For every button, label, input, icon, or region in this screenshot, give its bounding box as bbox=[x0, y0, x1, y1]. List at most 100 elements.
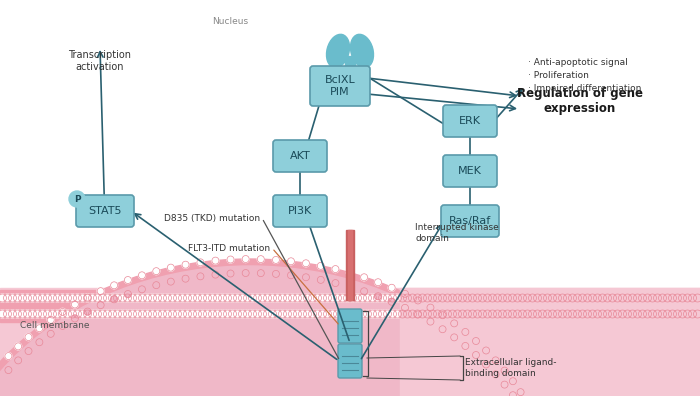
Circle shape bbox=[433, 310, 442, 318]
Circle shape bbox=[678, 294, 687, 302]
FancyBboxPatch shape bbox=[441, 205, 499, 237]
Circle shape bbox=[309, 294, 316, 302]
Circle shape bbox=[214, 310, 221, 318]
Bar bbox=[345, 56, 355, 86]
Circle shape bbox=[129, 310, 137, 318]
Circle shape bbox=[454, 294, 461, 302]
Circle shape bbox=[603, 310, 612, 318]
Circle shape bbox=[484, 294, 491, 302]
Circle shape bbox=[449, 310, 456, 318]
Circle shape bbox=[123, 294, 132, 302]
Bar bbox=[0, 288, 700, 396]
Circle shape bbox=[59, 294, 66, 302]
Circle shape bbox=[689, 294, 696, 302]
Circle shape bbox=[59, 322, 66, 329]
Circle shape bbox=[204, 310, 211, 318]
Bar bbox=[0, 290, 700, 322]
Circle shape bbox=[510, 392, 517, 396]
Circle shape bbox=[439, 312, 446, 319]
Circle shape bbox=[568, 294, 577, 302]
Circle shape bbox=[99, 310, 106, 318]
Circle shape bbox=[433, 294, 442, 302]
Circle shape bbox=[428, 310, 437, 318]
Circle shape bbox=[374, 310, 382, 318]
Circle shape bbox=[317, 263, 324, 269]
Circle shape bbox=[108, 310, 116, 318]
Circle shape bbox=[659, 294, 666, 302]
Circle shape bbox=[538, 294, 547, 302]
Circle shape bbox=[153, 268, 160, 275]
Circle shape bbox=[354, 294, 361, 302]
Circle shape bbox=[589, 310, 596, 318]
Circle shape bbox=[69, 191, 85, 207]
Circle shape bbox=[559, 310, 566, 318]
Circle shape bbox=[293, 294, 302, 302]
Circle shape bbox=[454, 310, 461, 318]
Circle shape bbox=[288, 258, 295, 265]
Circle shape bbox=[568, 310, 577, 318]
Circle shape bbox=[479, 294, 486, 302]
Circle shape bbox=[389, 298, 396, 305]
Circle shape bbox=[239, 294, 246, 302]
Circle shape bbox=[288, 272, 295, 279]
Circle shape bbox=[654, 294, 662, 302]
Circle shape bbox=[288, 294, 297, 302]
Circle shape bbox=[629, 294, 636, 302]
Circle shape bbox=[272, 270, 279, 278]
FancyBboxPatch shape bbox=[273, 140, 327, 172]
Circle shape bbox=[258, 270, 265, 277]
Circle shape bbox=[323, 294, 332, 302]
Circle shape bbox=[349, 310, 356, 318]
Circle shape bbox=[228, 294, 237, 302]
Circle shape bbox=[234, 310, 241, 318]
Circle shape bbox=[99, 294, 106, 302]
Circle shape bbox=[473, 310, 482, 318]
Circle shape bbox=[468, 310, 477, 318]
Circle shape bbox=[683, 310, 692, 318]
Circle shape bbox=[528, 310, 536, 318]
Circle shape bbox=[304, 294, 312, 302]
Circle shape bbox=[304, 310, 312, 318]
Circle shape bbox=[83, 294, 92, 302]
Circle shape bbox=[389, 310, 396, 318]
Circle shape bbox=[43, 294, 52, 302]
Circle shape bbox=[403, 294, 412, 302]
Circle shape bbox=[174, 294, 181, 302]
Circle shape bbox=[78, 294, 87, 302]
Circle shape bbox=[384, 294, 391, 302]
Circle shape bbox=[473, 294, 482, 302]
Text: ERK: ERK bbox=[459, 116, 481, 126]
Circle shape bbox=[298, 294, 307, 302]
Circle shape bbox=[489, 294, 496, 302]
Circle shape bbox=[144, 294, 151, 302]
Circle shape bbox=[29, 310, 36, 318]
Circle shape bbox=[59, 308, 66, 315]
Circle shape bbox=[244, 310, 251, 318]
Circle shape bbox=[139, 294, 146, 302]
Circle shape bbox=[598, 294, 606, 302]
Circle shape bbox=[398, 294, 407, 302]
Circle shape bbox=[549, 310, 557, 318]
Circle shape bbox=[134, 310, 141, 318]
Circle shape bbox=[227, 256, 234, 263]
Circle shape bbox=[314, 310, 321, 318]
Circle shape bbox=[263, 294, 272, 302]
Circle shape bbox=[414, 311, 421, 318]
Ellipse shape bbox=[0, 259, 567, 396]
Circle shape bbox=[59, 310, 66, 318]
Circle shape bbox=[4, 294, 11, 302]
Circle shape bbox=[414, 294, 421, 302]
Circle shape bbox=[272, 257, 279, 263]
Bar bbox=[0, 0, 700, 288]
Circle shape bbox=[554, 310, 561, 318]
Circle shape bbox=[83, 310, 92, 318]
Circle shape bbox=[419, 294, 426, 302]
Text: AKT: AKT bbox=[290, 151, 310, 161]
Circle shape bbox=[258, 256, 265, 263]
Circle shape bbox=[318, 310, 326, 318]
Circle shape bbox=[344, 310, 351, 318]
Circle shape bbox=[694, 310, 700, 318]
Circle shape bbox=[29, 294, 36, 302]
Circle shape bbox=[549, 294, 557, 302]
Circle shape bbox=[554, 294, 561, 302]
